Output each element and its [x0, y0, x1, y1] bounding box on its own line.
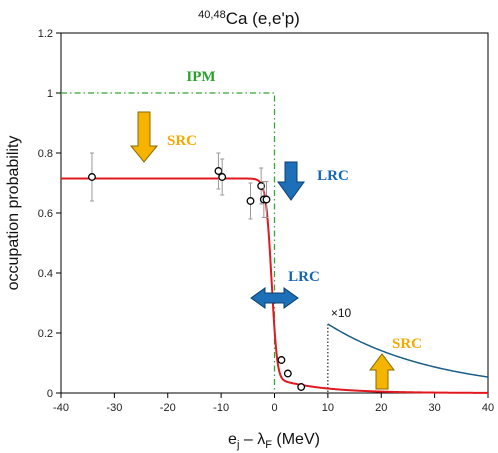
data-points	[88, 152, 306, 391]
chart-title-superscript: 40,48	[198, 9, 226, 21]
data-point	[277, 356, 286, 364]
data-point	[214, 167, 223, 175]
fermi-fit-curve	[61, 177, 488, 394]
chart-title: 40,48Ca (e,e'p)	[198, 9, 300, 28]
x-tick-label: 0	[271, 402, 277, 414]
x-label-sub-f: F	[265, 439, 272, 451]
data-point	[297, 383, 306, 391]
chart-title-main: Ca (e,e'p)	[226, 9, 300, 28]
y-axis-label: occupation probability	[5, 136, 22, 291]
data-point	[262, 195, 271, 204]
y-tick-label: 0.2	[38, 328, 53, 340]
x-label-unit: (MeV)	[272, 431, 320, 448]
annotation-src-top: SRC	[167, 133, 197, 149]
fermi-fit-path	[61, 177, 488, 394]
annotation-times-ten: ×10	[331, 306, 352, 320]
data-point	[246, 197, 255, 205]
y-tick-label: 0.4	[38, 268, 53, 280]
axis-ticks: -40 -30 -20 -10 0 10 20 30 40 0 0.2 0.4 0.6 0.8 1 1.2	[38, 28, 494, 414]
x-tick-label: 10	[322, 402, 334, 414]
x-label-lambda: – λ	[239, 431, 265, 448]
data-point	[218, 173, 227, 181]
data-point	[283, 369, 292, 378]
lrc-double-arrow	[250, 287, 299, 309]
x-tick-label: 40	[482, 402, 494, 414]
x-label-sub-j: j	[236, 439, 239, 451]
x-tick-label: 30	[429, 402, 441, 414]
y-tick-label: 1	[47, 88, 53, 100]
src-tail-curve	[327, 323, 489, 393]
ipm-step-path	[61, 92, 276, 393]
x-tick-label: -40	[53, 402, 69, 414]
lrc-down-arrow	[277, 161, 305, 201]
annotation-src-bottom: SRC	[392, 336, 422, 352]
data-point	[88, 173, 96, 181]
annotation-lrc-top: LRC	[317, 168, 349, 184]
data-point	[257, 182, 266, 190]
y-tick-label: 0.6	[38, 208, 53, 220]
y-tick-label: 1.2	[38, 28, 53, 40]
y-tick-label: 0	[47, 388, 53, 400]
annotation-ipm: IPM	[186, 69, 215, 85]
y-tick-label: 0.8	[38, 148, 53, 160]
x-axis-label: ej – λF (MeV)	[228, 431, 320, 451]
src-up-arrow	[369, 353, 395, 390]
annotation-lrc-mid: LRC	[288, 269, 320, 285]
ipm-step-line	[61, 92, 276, 393]
x-tick-label: 20	[375, 402, 387, 414]
x-tick-label: -20	[160, 402, 176, 414]
x-tick-label: -30	[106, 402, 122, 414]
src-tail-path	[327, 323, 489, 378]
src-down-arrow	[129, 111, 159, 163]
x-tick-label: -10	[213, 402, 229, 414]
x-label-e: e	[228, 431, 237, 448]
